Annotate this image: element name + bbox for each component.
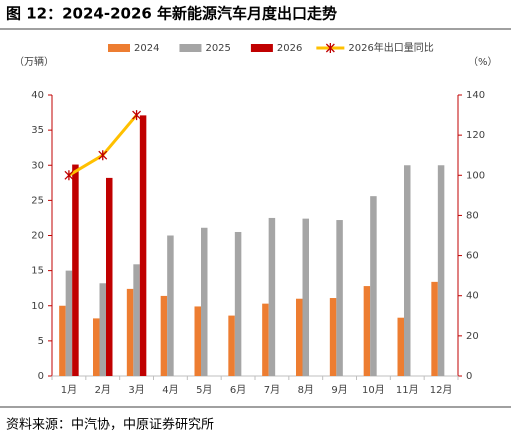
y2-tick-label: 80	[466, 210, 479, 221]
bar	[201, 227, 208, 376]
x-tick-label: 1月	[61, 384, 77, 396]
bar	[126, 288, 134, 376]
x-tick-label: 11月	[396, 384, 419, 396]
y2-tick-label: 40	[466, 291, 479, 302]
x-tick-label: 9月	[331, 384, 347, 396]
y2-tick-label: 140	[466, 90, 485, 101]
line-marker	[64, 170, 74, 181]
y-tick-label: 35	[31, 125, 44, 136]
bar	[397, 317, 404, 376]
x-tick-label: 7月	[264, 384, 280, 396]
y-tick-label: 40	[31, 90, 44, 101]
bar	[302, 218, 309, 376]
bar	[139, 115, 147, 376]
x-tick-label: 6月	[230, 384, 246, 396]
bar	[99, 283, 106, 376]
legend-label: 2026	[277, 43, 302, 54]
bar	[370, 196, 377, 376]
y-tick-label: 25	[31, 195, 44, 206]
x-tick-label: 4月	[162, 384, 178, 396]
x-tick-label: 8月	[298, 384, 314, 396]
bar	[106, 177, 113, 376]
bar	[363, 286, 371, 376]
bar	[72, 164, 79, 376]
y-tick-label: 10	[31, 301, 44, 312]
y2-tick-label: 60	[466, 251, 479, 262]
bar	[234, 231, 242, 376]
bar	[431, 281, 438, 376]
bar	[296, 298, 303, 376]
bar	[194, 306, 201, 376]
bar	[404, 165, 411, 376]
y-axis-label: （万辆）	[14, 55, 54, 68]
legend-label: 2025	[205, 43, 230, 54]
legend-swatch	[179, 44, 202, 52]
line-marker	[132, 110, 142, 121]
legend-marker	[325, 43, 335, 53]
legend-swatch	[250, 44, 273, 52]
bar	[160, 295, 168, 376]
x-tick-label: 10月	[362, 384, 385, 396]
chart-title: 图 12：2024-2026 年新能源汽车月度出口走势	[6, 5, 337, 23]
line	[68, 114, 138, 177]
bar	[65, 270, 73, 376]
bar	[329, 298, 337, 376]
bar	[133, 264, 140, 376]
bar	[336, 220, 343, 376]
bar	[59, 305, 66, 376]
bar	[437, 165, 445, 376]
y2-tick-label: 120	[466, 130, 485, 141]
x-tick-label: 5月	[196, 384, 212, 396]
legend-swatch	[108, 44, 130, 52]
y-tick-label: 15	[31, 266, 44, 277]
y-tick-label: 5	[38, 336, 44, 347]
y2-axis-label: （%）	[468, 56, 498, 68]
x-tick-label: 12月	[430, 384, 453, 396]
bar	[268, 217, 276, 376]
y2-tick-label: 20	[466, 331, 479, 342]
y-tick-label: 20	[31, 231, 44, 242]
legend-label: 2024	[134, 43, 159, 54]
bar	[228, 315, 235, 376]
bar	[93, 318, 100, 376]
x-tick-label: 2月	[95, 384, 111, 396]
source: 资料来源：中汽协，中原证券研究所	[6, 417, 214, 433]
bar	[167, 235, 174, 376]
y2-tick-label: 0	[466, 371, 472, 382]
bar	[262, 303, 269, 376]
y-tick-label: 30	[31, 160, 44, 171]
legend-label: 2026年出口量同比	[348, 41, 433, 54]
y-tick-label: 0	[38, 371, 44, 382]
line-marker	[98, 150, 108, 161]
x-tick-label: 3月	[128, 384, 144, 396]
y2-tick-label: 100	[466, 170, 485, 181]
